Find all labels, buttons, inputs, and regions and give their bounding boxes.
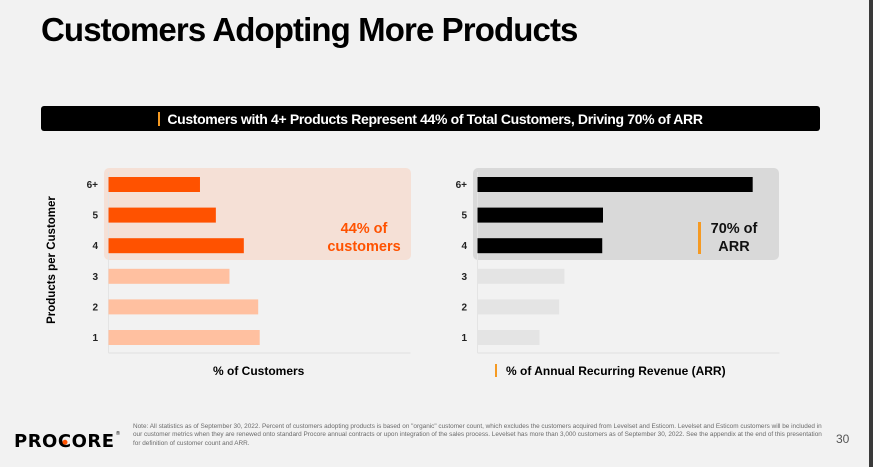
callout-customers-line1: 44% of [340,221,388,237]
y-tick-arr-3: 3 [461,272,467,283]
callout-arr-accent-bar [698,222,701,254]
bar-customers-3 [108,268,230,284]
logo-part-1: PRO [14,431,58,452]
bar-arr-3 [477,268,565,284]
bar-customers-6plus [108,177,200,192]
footnote: Note: All statistics as of September 30,… [133,423,822,447]
x-axis-title-customers: % of Customers [213,364,305,378]
callout-customers-line2: customers [327,239,401,255]
x-axis-title-accent-bar [495,364,497,377]
page-number: 30 [836,432,850,446]
y-tick-arr-2: 2 [461,302,467,313]
y-tick-arr-5: 5 [461,211,467,222]
procore-logo: PRO C ORE ® [14,431,121,452]
page-title: Customers Adopting More Products [41,11,578,48]
bar-customers-2 [108,299,259,315]
logo-part-3: ORE [71,431,115,452]
y-tick-customers-3: 3 [92,272,98,283]
y-tick-customers-1: 1 [92,333,98,344]
callout-arr-line1: 70% of [710,221,758,237]
bar-arr-4 [477,238,603,254]
callout-arr-line2: ARR [718,239,750,255]
bar-customers-4 [108,238,244,254]
y-tick-customers-5: 5 [92,211,98,222]
y-tick-arr-6plus: 6+ [456,180,468,191]
y-tick-arr-4: 4 [461,241,467,252]
window-edge [869,0,873,467]
y-tick-customers-6plus: 6+ [87,180,99,191]
logo-part-2: C [57,431,72,452]
y-tick-arr-1: 1 [461,333,467,344]
y-tick-customers-4: 4 [92,241,98,252]
bar-arr-5 [477,207,603,223]
callout-customers: 44% of customers [318,220,410,256]
bars-customers [108,177,260,345]
banner-accent-bar [158,111,161,126]
y-tick-labels-customers: 6+ 5 4 3 2 1 [87,180,99,344]
x-axis-title-arr-text: % of Annual Recurring Revenue (ARR) [506,364,726,378]
banner-text: Customers with 4+ Products Represent 44%… [167,110,703,127]
bar-arr-2 [477,299,560,315]
y-tick-customers-2: 2 [92,302,98,313]
bar-arr-1 [477,330,540,345]
y-tick-labels-arr: 6+ 5 4 3 2 1 [456,180,468,344]
bars-arr [477,177,753,345]
bar-customers-5 [108,207,216,223]
bar-customers-1 [108,330,260,345]
headline-banner: Customers with 4+ Products Represent 44%… [41,106,820,131]
bar-arr-6plus [477,177,753,192]
logo-trademark: ® [115,431,122,437]
callout-arr: 70% of ARR [699,220,769,256]
x-axis-title-arr: % of Annual Recurring Revenue (ARR) [495,364,726,378]
